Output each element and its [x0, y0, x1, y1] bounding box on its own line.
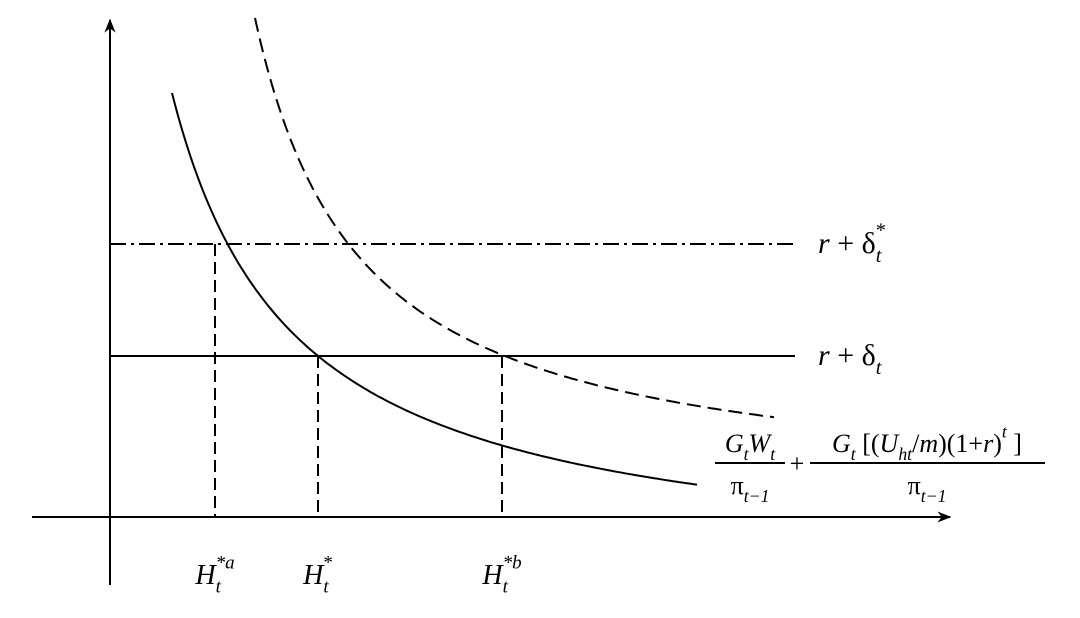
label-part: t	[876, 245, 883, 267]
label-part: m	[919, 429, 938, 458]
label-part: t	[876, 357, 883, 379]
math-label: r + δ t *	[818, 220, 886, 268]
label-part: *a	[216, 553, 235, 574]
label-part: t−1	[921, 486, 947, 506]
operator: +	[790, 449, 805, 478]
label-part: *	[876, 220, 886, 242]
label-part: *b	[503, 553, 522, 574]
label-part: /	[912, 429, 920, 458]
label-part: H	[194, 560, 217, 591]
label-part: [(	[856, 429, 880, 458]
math-label: π t−1	[731, 471, 770, 506]
label-part: t	[323, 576, 329, 597]
label-part: + δ	[830, 339, 876, 372]
label-part: r	[818, 339, 830, 372]
label-part: t	[1002, 422, 1008, 442]
math-label: π t−1	[908, 471, 947, 506]
label-part: )(1+	[938, 429, 983, 458]
label-part: H	[302, 560, 325, 591]
label-part: G	[725, 429, 744, 458]
label-part: π	[731, 471, 744, 500]
label-part: t	[216, 576, 222, 597]
label-part: W	[749, 429, 773, 458]
label-part: + δ	[830, 227, 876, 260]
label-part: t−1	[744, 486, 770, 506]
label-part: U	[880, 429, 901, 458]
label-part: t	[744, 444, 750, 464]
curve	[171, 92, 698, 486]
label-part: H	[481, 560, 504, 591]
label-part: G	[832, 429, 851, 458]
label-part: ]	[1007, 429, 1022, 458]
label-part: t	[503, 576, 509, 597]
label-part: r	[818, 227, 830, 260]
label-part: r	[983, 429, 994, 458]
curve-shifted	[254, 17, 775, 419]
label-part: )	[993, 429, 1002, 458]
label-part: π	[908, 471, 921, 500]
label-part: *	[323, 553, 333, 574]
label-part: t	[851, 444, 857, 464]
label-part: ht	[898, 444, 913, 464]
label-part: t	[770, 444, 776, 464]
